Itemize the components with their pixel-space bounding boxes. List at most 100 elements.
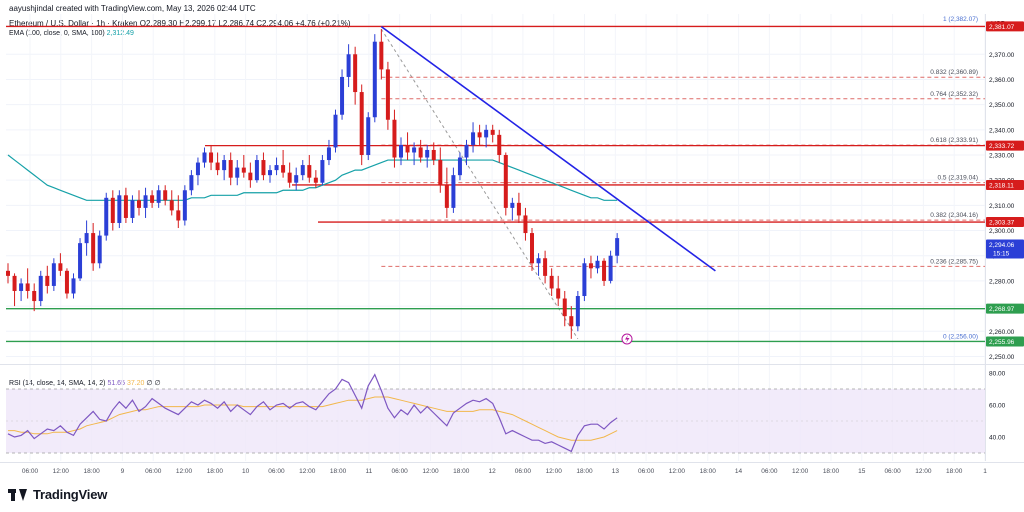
current-price-tag — [986, 239, 1024, 259]
candle-body — [84, 233, 89, 244]
candle-body — [385, 69, 390, 120]
time-axis-tick-label: 12 — [488, 468, 496, 475]
price-axis-tick-label: 2,370.00 — [989, 52, 1015, 59]
tradingview-logo-text: TradingView — [33, 487, 108, 502]
resistance-price-tag-label: 2,381.07 — [989, 24, 1015, 31]
rsi-axis-tick-label: 60.00 — [989, 403, 1006, 410]
candle-body — [575, 296, 580, 327]
candle-body — [326, 147, 331, 161]
time-axis-tick-label: 12:00 — [176, 468, 193, 475]
bearish-trend-line — [380, 25, 716, 272]
candle-body — [484, 129, 489, 138]
candle-body — [287, 172, 292, 183]
candle-body — [497, 134, 502, 156]
candle-body — [366, 117, 371, 156]
candle-body — [333, 114, 338, 148]
time-axis-tick-label: 18:00 — [330, 468, 347, 475]
candle-body — [588, 263, 593, 269]
time-axis-tick-label: 18:00 — [83, 468, 100, 475]
candle-body — [12, 275, 17, 291]
support-price-tag — [986, 336, 1024, 347]
candle-body — [405, 144, 410, 153]
candle-body — [209, 152, 214, 163]
candle-body — [123, 195, 128, 218]
fib-level-label: 0.382 (2,304.16) — [930, 212, 978, 219]
candle-body — [58, 263, 63, 271]
candle-body — [235, 167, 240, 178]
price-axis-tick-label: 2,340.00 — [989, 127, 1015, 134]
time-axis-tick-label: 18:00 — [946, 468, 963, 475]
candle-body — [536, 258, 541, 264]
candle-body — [615, 238, 620, 256]
candle-body — [320, 160, 325, 183]
candle-body — [202, 152, 207, 163]
fib-level-label: 0.832 (2,360.89) — [930, 69, 978, 76]
time-axis-tick-label: 14 — [735, 468, 743, 475]
current-price-label: 2,294.06 — [989, 242, 1015, 249]
fib-trend-diagonal — [380, 28, 579, 340]
price-axis-tick-label: 2,280.00 — [989, 278, 1015, 285]
candle-body — [530, 233, 534, 264]
time-axis-tick-label: 12:00 — [546, 468, 563, 475]
candle-body — [261, 160, 266, 176]
candle-body — [294, 175, 299, 183]
tradingview-logo-icon — [8, 488, 28, 501]
candle-body — [379, 41, 384, 70]
candle-body — [451, 175, 456, 208]
candle-body — [569, 316, 574, 327]
price-axis-tick-label: 2,350.00 — [989, 102, 1015, 109]
price-axis-tick-label: 2,330.00 — [989, 153, 1015, 160]
candle-body — [444, 185, 449, 208]
price-axis-tick-label: 2,360.00 — [989, 77, 1015, 84]
fib-level-label: 0.236 (2,285.75) — [930, 258, 978, 265]
candle-body — [523, 215, 528, 234]
time-axis-tick-label: 12:00 — [53, 468, 70, 475]
candle-body — [412, 147, 417, 153]
candle-body — [562, 298, 567, 317]
candle-body — [228, 160, 233, 178]
rsi-axis-tick-label: 40.00 — [989, 435, 1006, 442]
rsi-legend-value: 51.65 — [107, 380, 125, 387]
candle-body — [418, 147, 423, 158]
candle-body — [602, 260, 607, 281]
candle-body — [307, 165, 312, 178]
candle-body — [78, 243, 83, 279]
candle-body — [438, 160, 443, 186]
ema100-line — [7, 154, 618, 201]
candle-body — [372, 41, 377, 118]
resistance-price-tag — [986, 140, 1024, 151]
price-axis-tick-label: 2,310.00 — [989, 203, 1015, 210]
time-axis-tick-label: 12:00 — [792, 468, 809, 475]
candle-body — [169, 200, 174, 211]
candle-body — [51, 263, 56, 286]
candle-body — [137, 200, 141, 208]
candle-body — [64, 270, 69, 294]
candle-body — [156, 190, 161, 203]
price-axis-tick-label: 2,300.00 — [989, 228, 1015, 235]
candle-body — [595, 260, 600, 269]
candle-body — [143, 195, 148, 208]
resistance-price-tag-label: 2,333.72 — [989, 143, 1015, 150]
candle-body — [38, 275, 43, 302]
candle-body — [471, 132, 476, 145]
candle-body — [582, 263, 587, 297]
time-axis-tick-label: 06:00 — [884, 468, 901, 475]
fib-level-label: 1 (2,382.07) — [943, 16, 978, 23]
rsi-axis-tick-label: 80.00 — [989, 371, 1006, 378]
candle-body — [150, 195, 155, 203]
time-axis-tick-label: 18:00 — [700, 468, 717, 475]
candle-body — [543, 258, 548, 276]
support-price-tag-label: 2,255.96 — [989, 339, 1015, 346]
candle-body — [6, 270, 10, 276]
support-price-tag-label: 2,268.97 — [989, 306, 1015, 313]
time-axis-tick-label: 18:00 — [207, 468, 224, 475]
time-axis-tick-label: 1 — [983, 468, 987, 475]
candle-body — [392, 119, 397, 158]
candle-body — [274, 165, 279, 171]
candle-body — [19, 283, 24, 291]
resistance-price-tag — [986, 21, 1024, 32]
rsi-ma-legend-value: 37.20 — [126, 380, 145, 387]
candle-body — [110, 197, 115, 223]
rsi-ma-line — [8, 396, 618, 441]
